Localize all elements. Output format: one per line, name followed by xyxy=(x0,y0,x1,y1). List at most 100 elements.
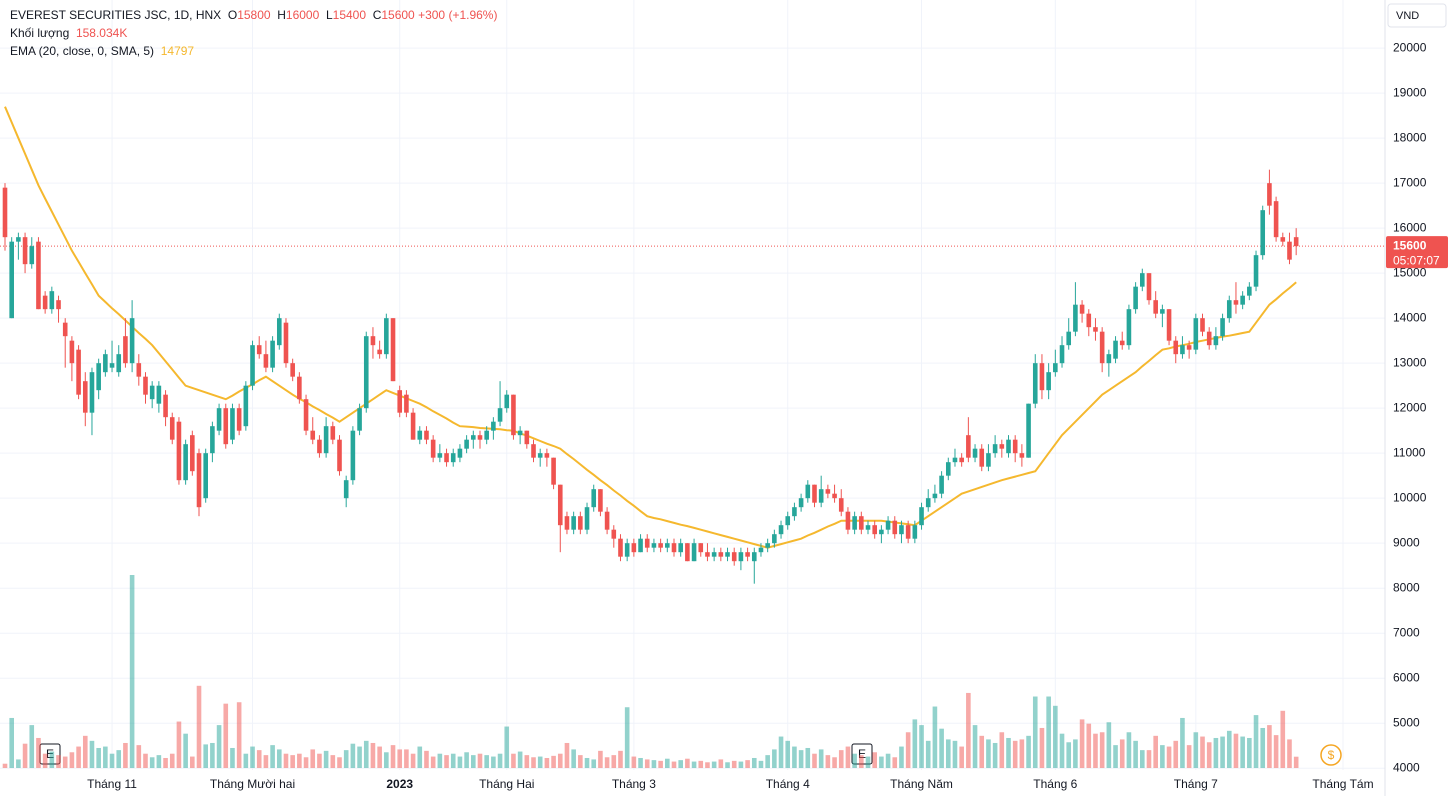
dividend-label: $ xyxy=(1328,748,1335,762)
candle-body xyxy=(1160,309,1165,314)
y-tick-label: 17000 xyxy=(1393,175,1427,189)
candle-body xyxy=(89,372,95,413)
volume-bar xyxy=(129,575,135,768)
volume-bar xyxy=(1280,710,1286,768)
volume-bar xyxy=(109,753,115,768)
candle-body xyxy=(1039,363,1045,391)
x-tick-label: Tháng Hai xyxy=(479,777,534,791)
volume-bar xyxy=(477,753,483,768)
candle-body xyxy=(56,300,61,310)
dividend-badge[interactable] xyxy=(1320,744,1342,766)
volume-bar xyxy=(644,759,650,768)
candle-body xyxy=(203,453,208,499)
candle-body xyxy=(216,408,222,431)
candle-body xyxy=(1146,273,1152,301)
candle-body xyxy=(49,291,55,310)
candle-body xyxy=(136,363,142,377)
y-tick-label: 20000 xyxy=(1393,40,1427,54)
candle-body xyxy=(999,444,1005,449)
volume-bar xyxy=(792,746,797,768)
volume-bar xyxy=(1119,739,1125,768)
volume-bar xyxy=(1180,717,1185,768)
candle-body xyxy=(598,489,603,512)
candle-body xyxy=(1253,255,1259,287)
ema-value: 14797 xyxy=(160,44,195,58)
candle-body xyxy=(430,439,436,458)
candle-body xyxy=(879,529,884,535)
candle-body xyxy=(618,538,623,557)
volume-bar xyxy=(631,756,637,768)
x-tick-label: Tháng 11 xyxy=(87,777,137,791)
volume-bar xyxy=(638,757,643,768)
volume-bar xyxy=(62,756,68,768)
volume-bar xyxy=(1106,722,1112,768)
volume-bar xyxy=(256,750,262,768)
volume-bar xyxy=(1153,735,1158,768)
x-tick-label: Tháng Mười hai xyxy=(210,777,295,791)
candle-body xyxy=(772,534,777,544)
volume-bar xyxy=(671,761,677,768)
volume-bar xyxy=(1287,739,1292,768)
y-tick-label: 13000 xyxy=(1393,355,1427,369)
volume-bar xyxy=(992,742,998,768)
candle-body xyxy=(832,493,837,499)
candle-body xyxy=(1140,273,1145,287)
volume-bar xyxy=(524,755,530,768)
candle-body xyxy=(1193,318,1199,350)
volume-bar xyxy=(1173,740,1179,768)
candle-body xyxy=(29,246,35,265)
countdown: 05:07:07 xyxy=(1393,253,1440,267)
volume-value: 158.034K xyxy=(75,26,128,40)
candle-body xyxy=(765,543,770,548)
candle-body xyxy=(738,552,744,562)
candle-body xyxy=(1032,363,1038,404)
candle-body xyxy=(912,525,918,539)
candle-body xyxy=(1019,453,1025,458)
volume-bar xyxy=(611,755,617,768)
candle-body xyxy=(1220,318,1225,337)
candle-body xyxy=(511,394,516,436)
volume-bar xyxy=(444,755,449,768)
candle-body xyxy=(517,430,523,436)
candle-body xyxy=(892,520,898,535)
volume-bar xyxy=(551,755,556,768)
volume-bar xyxy=(196,685,202,768)
volume-bar xyxy=(283,753,289,768)
candle-body xyxy=(972,448,978,458)
volume-bar xyxy=(464,752,469,768)
volume-bar xyxy=(899,746,904,768)
candle-body xyxy=(718,552,724,557)
candle-body xyxy=(143,376,148,395)
candle-body xyxy=(631,543,637,553)
candle-body xyxy=(885,520,891,530)
volume-bar xyxy=(143,753,148,768)
volume-bar xyxy=(537,756,543,768)
candle-body xyxy=(785,516,791,526)
candle-body xyxy=(1200,318,1205,332)
candle-body xyxy=(390,318,396,382)
volume-bar xyxy=(798,750,804,768)
volume-bar xyxy=(2,763,8,768)
volume-bar xyxy=(297,753,302,768)
currency-box[interactable] xyxy=(1387,3,1447,28)
y-tick-label: 5000 xyxy=(1393,715,1420,729)
x-tick-label: Tháng Tám xyxy=(1312,777,1373,791)
candle-body xyxy=(424,430,429,440)
candle-body xyxy=(116,354,122,373)
candle-body xyxy=(966,435,971,458)
volume-bar xyxy=(123,742,128,768)
volume-bar xyxy=(557,753,563,768)
volume-bar xyxy=(250,746,255,768)
volume-bar xyxy=(865,756,871,768)
candle-body xyxy=(337,439,342,472)
volume-bar xyxy=(1273,735,1279,768)
volume-bar xyxy=(89,740,95,768)
candle-body xyxy=(357,408,362,431)
volume-bar xyxy=(76,746,81,768)
candle-body xyxy=(818,489,824,503)
volume-bar xyxy=(952,740,958,768)
volume-bar xyxy=(49,751,55,768)
candle-body xyxy=(1166,309,1172,341)
volume-bar xyxy=(778,736,784,768)
